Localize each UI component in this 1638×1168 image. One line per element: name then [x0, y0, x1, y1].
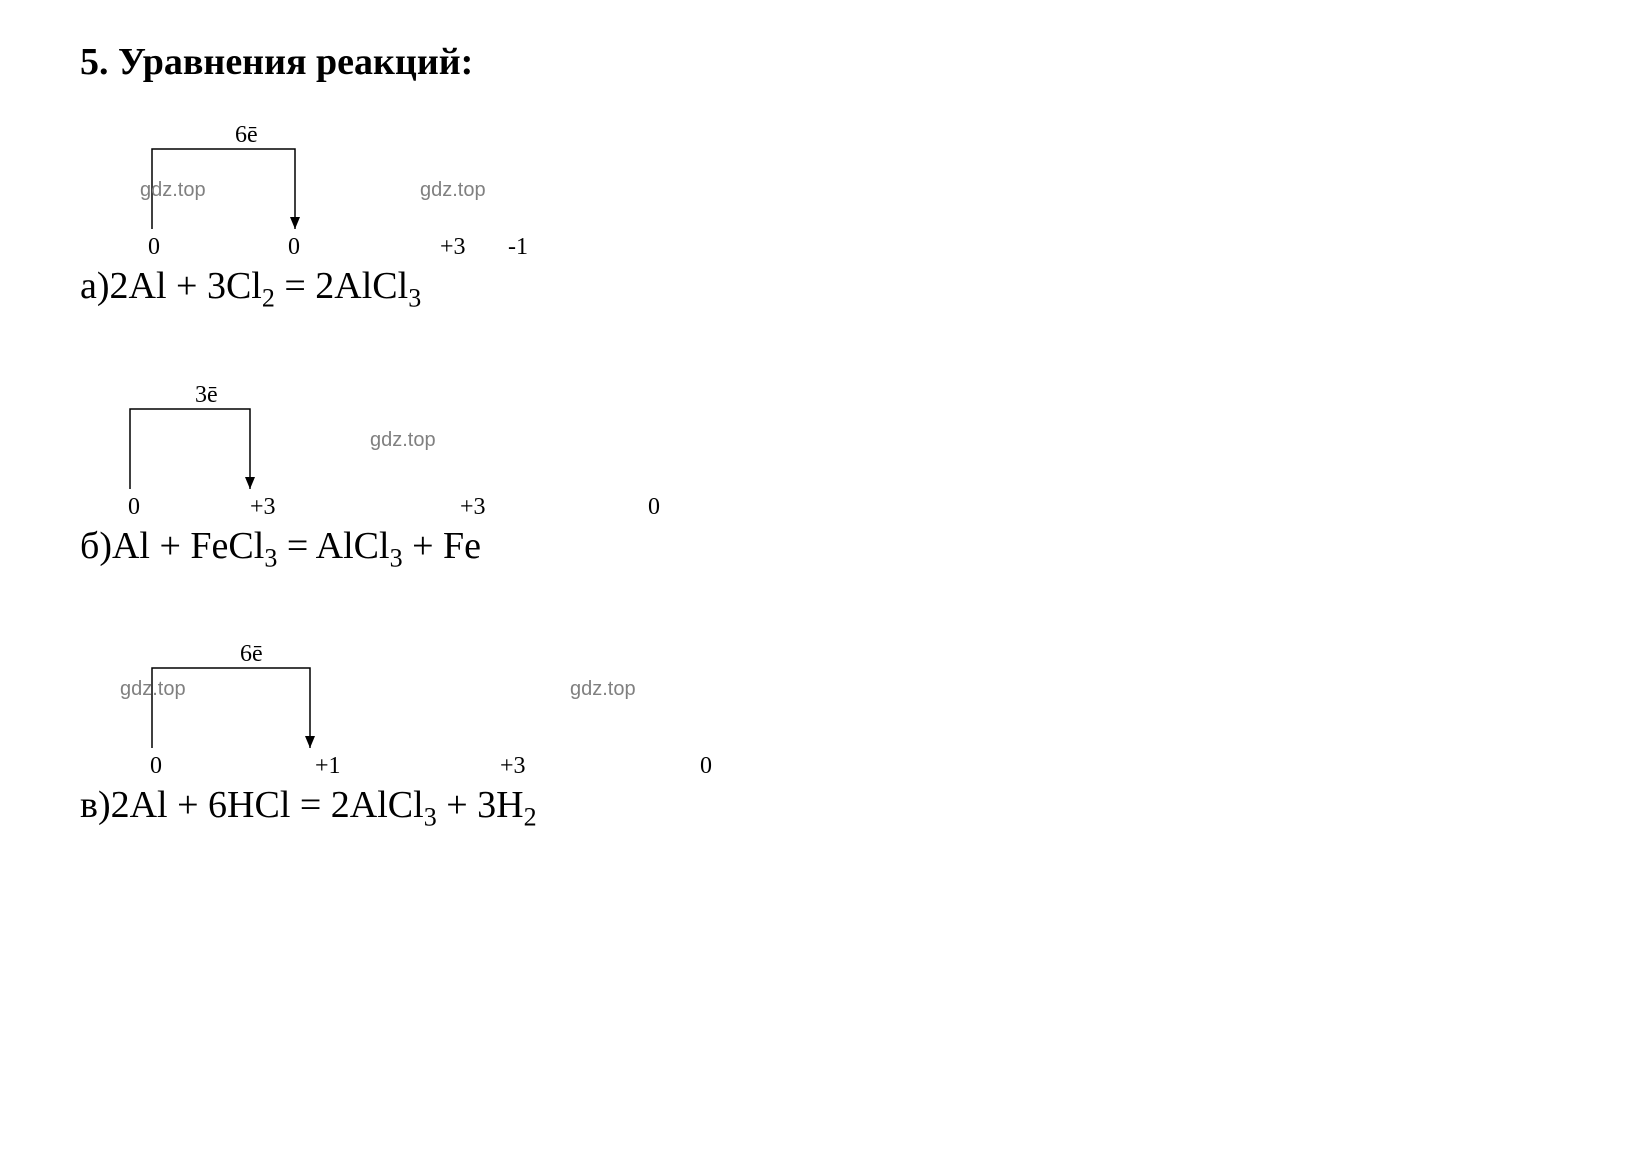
- ox-state-a-2: +3: [440, 234, 466, 261]
- equation-text-c: в)2Al + 6HCl = 2AlCl3 + 3H2: [80, 783, 1558, 833]
- ox-state-a-1: 0: [288, 234, 300, 261]
- ox-state-b-3: 0: [648, 494, 660, 521]
- equation-block-a: 6ē gdz.top gdz.top 0 0 +3 -1 а)2Al + 3Cl…: [80, 144, 1558, 314]
- eq-c-part-1: 3: [424, 803, 437, 832]
- ox-state-c-0: 0: [150, 753, 162, 780]
- oxidation-row-a: 0 0 +3 -1: [120, 234, 1558, 264]
- eq-a-part-1: 2: [262, 284, 275, 313]
- eq-c-part-2: + 3H: [437, 784, 524, 826]
- ox-state-b-2: +3: [460, 494, 486, 521]
- eq-c-part-3: 2: [524, 803, 537, 832]
- eq-b-part-1: 3: [264, 543, 277, 572]
- watermark-a-2: gdz.top: [420, 179, 486, 202]
- ox-state-b-0: 0: [128, 494, 140, 521]
- equation-block-b: 3ē gdz.top 0 +3 +3 0 б)Al + FeCl3 = AlCl…: [80, 404, 1558, 574]
- eq-b-part-3: 3: [390, 543, 403, 572]
- ox-state-a-3: -1: [508, 234, 528, 261]
- oxidation-row-b: 0 +3 +3 0: [120, 494, 1558, 524]
- eq-b-part-2: = AlCl: [277, 525, 389, 567]
- eq-c-part-0: в)2Al + 6HCl = 2AlCl: [80, 784, 424, 826]
- ox-state-a-0: 0: [148, 234, 160, 261]
- watermark-c-1: gdz.top: [120, 678, 186, 701]
- watermark-a-1: gdz.top: [140, 179, 206, 202]
- equation-block-c: 6ē gdz.top gdz.top 0 +1 +3 0 в)2Al + 6HC…: [80, 663, 1558, 833]
- ox-state-c-3: 0: [700, 753, 712, 780]
- eq-a-part-0: а)2Al + 3Cl: [80, 265, 262, 307]
- page-title: 5. Уравнения реакций:: [80, 40, 1558, 84]
- eq-a-part-3: 3: [408, 284, 421, 313]
- arrow-row-a: 6ē gdz.top gdz.top: [120, 144, 1558, 234]
- ox-state-c-2: +3: [500, 753, 526, 780]
- arrow-row-c: 6ē gdz.top gdz.top: [120, 663, 1558, 753]
- equation-text-b: б)Al + FeCl3 = AlCl3 + Fe: [80, 524, 1558, 574]
- eq-a-part-2: = 2AlCl: [275, 265, 408, 307]
- electron-arrow-b: [120, 404, 320, 499]
- equation-text-a: а)2Al + 3Cl2 = 2AlCl3: [80, 264, 1558, 314]
- oxidation-row-c: 0 +1 +3 0: [120, 753, 1558, 783]
- eq-b-part-4: + Fe: [403, 525, 481, 567]
- watermark-c-2: gdz.top: [570, 678, 636, 701]
- eq-b-part-0: б)Al + FeCl: [80, 525, 264, 567]
- ox-state-c-1: +1: [315, 753, 341, 780]
- arrow-row-b: 3ē gdz.top: [120, 404, 1558, 494]
- watermark-b-1: gdz.top: [370, 429, 436, 452]
- ox-state-b-1: +3: [250, 494, 276, 521]
